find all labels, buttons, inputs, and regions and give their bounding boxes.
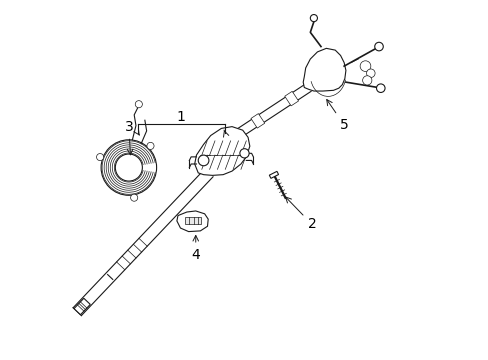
Circle shape <box>135 101 142 108</box>
Circle shape <box>359 61 370 72</box>
Circle shape <box>101 140 156 195</box>
Text: 4: 4 <box>191 235 200 262</box>
Circle shape <box>310 14 317 22</box>
Text: 2: 2 <box>285 197 316 231</box>
Circle shape <box>198 155 208 166</box>
Circle shape <box>374 42 383 51</box>
Circle shape <box>366 69 374 77</box>
Circle shape <box>240 149 248 158</box>
Circle shape <box>115 154 142 181</box>
Polygon shape <box>74 298 90 315</box>
Polygon shape <box>250 113 264 128</box>
Circle shape <box>362 76 371 85</box>
Polygon shape <box>303 48 345 91</box>
Text: 1: 1 <box>177 111 185 124</box>
Circle shape <box>96 153 103 161</box>
Text: 3: 3 <box>124 120 133 155</box>
Text: 5: 5 <box>326 100 348 132</box>
Polygon shape <box>184 217 201 225</box>
Circle shape <box>146 142 154 149</box>
Polygon shape <box>194 127 249 175</box>
Circle shape <box>376 84 384 93</box>
Circle shape <box>130 194 138 201</box>
Polygon shape <box>177 211 208 231</box>
Polygon shape <box>284 91 298 106</box>
Polygon shape <box>269 171 278 178</box>
